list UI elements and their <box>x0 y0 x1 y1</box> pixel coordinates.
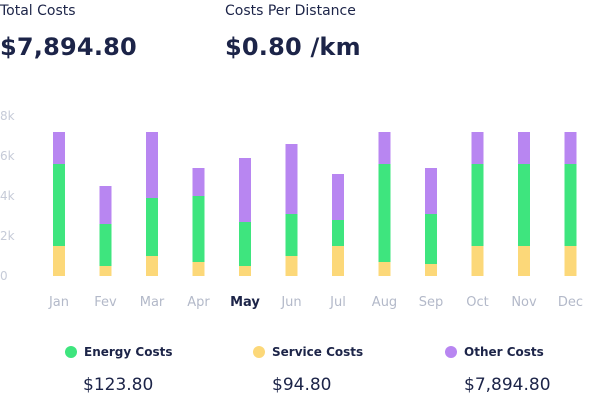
bar-segment-other-costs[interactable] <box>239 158 251 222</box>
y-tick-label: 2k <box>0 229 15 243</box>
bar-segment-energy-costs[interactable] <box>378 164 391 262</box>
y-tick-label: 8k <box>0 109 15 123</box>
legend-label-service: Service Costs <box>272 345 364 359</box>
total-costs-value: $7,894.80 <box>0 33 137 61</box>
service-dot-icon <box>253 346 265 358</box>
x-tick-label[interactable]: Dec <box>558 295 583 310</box>
bar-segment-other-costs[interactable] <box>192 168 205 196</box>
bar-segment-service-costs[interactable] <box>564 246 577 276</box>
bar-segment-other-costs[interactable] <box>285 144 298 214</box>
legend-item-other[interactable]: Other Costs <box>445 345 544 359</box>
bar-segment-other-costs[interactable] <box>99 186 112 224</box>
bar-segment-service-costs[interactable] <box>378 262 391 276</box>
bar-segment-service-costs[interactable] <box>239 266 251 276</box>
x-tick-label[interactable]: Apr <box>187 295 210 310</box>
x-tick-label[interactable]: Nov <box>511 295 537 310</box>
bar-segment-energy-costs[interactable] <box>192 196 205 262</box>
bar-segment-service-costs[interactable] <box>471 246 484 276</box>
legend-value-energy: $123.80 <box>83 375 154 395</box>
bar-segment-service-costs[interactable] <box>192 262 205 276</box>
bar-segment-energy-costs[interactable] <box>239 222 251 266</box>
bar-segment-service-costs[interactable] <box>146 256 158 276</box>
costs-per-distance-value: $0.80 /km <box>225 33 361 61</box>
bar-segment-energy-costs[interactable] <box>471 164 484 246</box>
x-tick-label[interactable]: Oct <box>466 295 488 310</box>
bar-segment-other-costs[interactable] <box>471 132 484 164</box>
legend-item-energy[interactable]: Energy Costs <box>65 345 172 359</box>
x-tick-label[interactable]: Mar <box>140 295 165 310</box>
costs-per-distance-label: Costs Per Distance <box>225 3 356 19</box>
bar-segment-energy-costs[interactable] <box>53 164 65 246</box>
legend-label-energy: Energy Costs <box>84 345 173 359</box>
costs-bar-chart: 0 2k 4k 6k 8k Jan Fev Mar Apr May Jun Jul Aug Sep Oct N… <box>0 109 583 310</box>
bar-segment-energy-costs[interactable] <box>99 224 112 266</box>
legend-label-other: Other Costs <box>464 345 544 359</box>
other-dot-icon <box>445 346 457 358</box>
bar-segment-service-costs[interactable] <box>53 246 65 276</box>
legend-value-other: $7,894.80 <box>464 375 551 395</box>
x-tick-label[interactable]: May <box>230 295 260 310</box>
bar-segment-other-costs[interactable] <box>425 168 437 214</box>
y-tick-label: 4k <box>0 189 15 203</box>
bar-segment-service-costs[interactable] <box>332 246 344 276</box>
total-costs-label: Total Costs <box>0 3 76 19</box>
x-tick-label[interactable]: Jun <box>280 295 301 310</box>
bar-segment-other-costs[interactable] <box>518 132 530 164</box>
bar-segment-service-costs[interactable] <box>99 266 112 276</box>
bar-segment-energy-costs[interactable] <box>146 198 158 256</box>
bar-segment-energy-costs[interactable] <box>518 164 530 246</box>
bar-segment-other-costs[interactable] <box>564 132 577 164</box>
bar-segment-service-costs[interactable] <box>285 256 298 276</box>
bar-segment-other-costs[interactable] <box>146 132 158 198</box>
energy-dot-icon <box>65 346 77 358</box>
bar-segment-energy-costs[interactable] <box>285 214 298 256</box>
bar-segment-energy-costs[interactable] <box>332 220 344 246</box>
y-tick-label: 6k <box>0 149 15 163</box>
bar-segment-energy-costs[interactable] <box>425 214 437 264</box>
bar-segment-other-costs[interactable] <box>332 174 344 220</box>
x-tick-label[interactable]: Fev <box>94 295 117 310</box>
bar-segment-service-costs[interactable] <box>518 246 530 276</box>
y-tick-label: 0 <box>0 269 8 283</box>
x-tick-label[interactable]: Jul <box>329 295 346 310</box>
bar-segment-other-costs[interactable] <box>378 132 391 164</box>
bar-segment-service-costs[interactable] <box>425 264 437 276</box>
x-tick-label[interactable]: Sep <box>419 295 444 310</box>
x-tick-label[interactable]: Jan <box>48 295 69 310</box>
x-tick-label[interactable]: Aug <box>372 295 397 310</box>
bar-segment-other-costs[interactable] <box>53 132 65 164</box>
legend-value-service: $94.80 <box>272 375 332 395</box>
bar-segment-energy-costs[interactable] <box>564 164 577 246</box>
legend-item-service[interactable]: Service Costs <box>253 345 363 359</box>
